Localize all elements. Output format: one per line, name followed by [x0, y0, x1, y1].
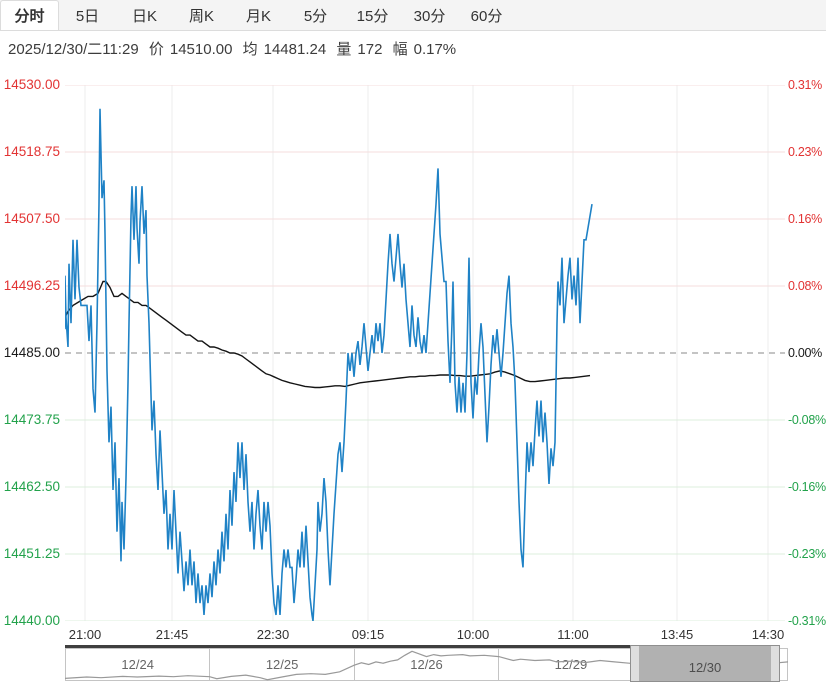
- y-left-label: 14473.75: [3, 412, 60, 427]
- y-right-label: 0.16%: [788, 212, 822, 226]
- tab-15分[interactable]: 15分: [356, 7, 389, 25]
- x-tick-label: 13:45: [660, 627, 694, 642]
- navigator-date-12/24[interactable]: 12/24: [66, 649, 211, 680]
- y-left-label: 14507.50: [3, 211, 60, 226]
- y-left-label: 14496.25: [3, 278, 60, 293]
- x-tick-label: 21:45: [155, 627, 189, 642]
- navigator-date-12/25[interactable]: 12/25: [210, 649, 355, 680]
- price-line: [64, 108, 593, 622]
- tab-月K[interactable]: 月K: [245, 7, 271, 25]
- quote-datetime: 2025/12/30/二11:29: [8, 41, 139, 58]
- navigator-selected-range[interactable]: 12/30: [630, 645, 780, 682]
- volume-label: 量: [336, 41, 352, 58]
- average-value: 14481.24: [263, 41, 327, 58]
- y-right-label: 0.31%: [788, 78, 822, 92]
- y-left-label: 14451.25: [3, 546, 60, 561]
- y-right-label: 0.23%: [788, 145, 822, 159]
- x-tick-label: 21:00: [68, 627, 102, 642]
- price-label: 价: [148, 41, 164, 58]
- y-left-label: 14518.75: [3, 144, 60, 159]
- chart-plot-area[interactable]: [64, 84, 785, 622]
- x-tick-label: 10:00: [456, 627, 490, 642]
- y-right-label: -0.31%: [788, 614, 826, 628]
- navigator-selected-date: 12/30: [688, 660, 722, 675]
- y-right-label: 0.00%: [788, 346, 822, 360]
- x-tick-label: 11:00: [557, 627, 589, 642]
- y-right-label: -0.08%: [788, 413, 826, 427]
- average-line: [64, 280, 591, 389]
- y-left-label: 14530.00: [3, 77, 60, 92]
- tab-30分[interactable]: 30分: [413, 7, 446, 25]
- volume-value: 172: [357, 41, 383, 58]
- navigator-date-12/26[interactable]: 12/26: [355, 649, 500, 680]
- y-right-label: -0.23%: [788, 547, 826, 561]
- price-chart-svg: [64, 84, 785, 622]
- price-value: 14510.00: [169, 41, 233, 58]
- y-left-label: 14462.50: [3, 479, 60, 494]
- navigator-loaded-range-line: [65, 645, 630, 648]
- tab-bar: 分时 5日 日K 周K 月K 5分 15分 30分 60分: [0, 0, 826, 31]
- range-label: 幅: [392, 41, 408, 58]
- x-tick-label: 14:30: [751, 627, 785, 642]
- tab-周K[interactable]: 周K: [188, 7, 214, 25]
- navigator-date-12/29[interactable]: 12/29: [499, 649, 644, 680]
- tab-日K[interactable]: 日K: [131, 7, 157, 25]
- range-value: 0.17%: [413, 41, 457, 58]
- navigator-left-handle[interactable]: [631, 646, 639, 681]
- average-label: 均: [242, 41, 258, 58]
- tab-60分[interactable]: 60分: [470, 7, 503, 25]
- y-right-label: -0.16%: [788, 480, 826, 494]
- y-left-label: 14485.00: [3, 345, 60, 360]
- navigator-right-handle[interactable]: [771, 646, 779, 681]
- y-left-label: 14440.00: [3, 613, 60, 628]
- tab-分时[interactable]: 分时: [0, 0, 59, 30]
- x-tick-label: 22:30: [256, 627, 290, 642]
- y-right-label: 0.08%: [788, 279, 822, 293]
- x-tick-label: 09:15: [351, 627, 385, 642]
- tab-5日[interactable]: 5日: [75, 7, 100, 25]
- tab-5分[interactable]: 5分: [303, 7, 328, 25]
